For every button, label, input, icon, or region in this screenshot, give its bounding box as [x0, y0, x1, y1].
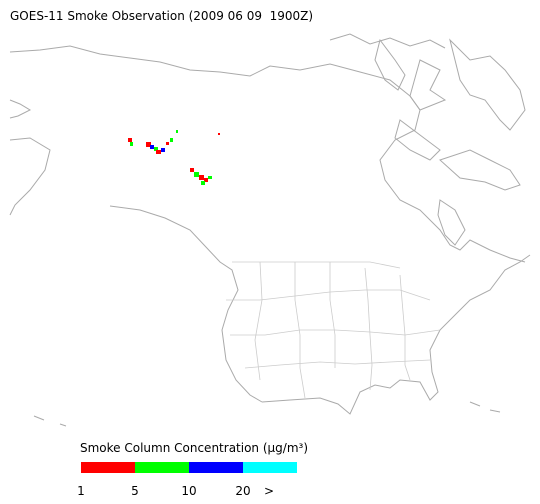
- color-label: 1: [77, 484, 85, 498]
- map-title: GOES-11 Smoke Observation (2009 06 09 19…: [10, 9, 313, 23]
- color-label: >: [264, 484, 274, 498]
- color-swatch: [135, 462, 189, 473]
- color-bar: 1 5 10 20 >: [77, 462, 297, 498]
- color-label: 10: [181, 484, 196, 498]
- color-swatch: [243, 462, 297, 473]
- color-label: 5: [131, 484, 139, 498]
- state-borders: [226, 261, 441, 399]
- color-label: 20: [235, 484, 250, 498]
- coastlines: [9, 33, 531, 427]
- legend-title: Smoke Column Concentration (μg/m³): [80, 441, 308, 455]
- smoke-pixels: [128, 130, 220, 185]
- color-swatch: [189, 462, 243, 473]
- color-swatch: [81, 462, 135, 473]
